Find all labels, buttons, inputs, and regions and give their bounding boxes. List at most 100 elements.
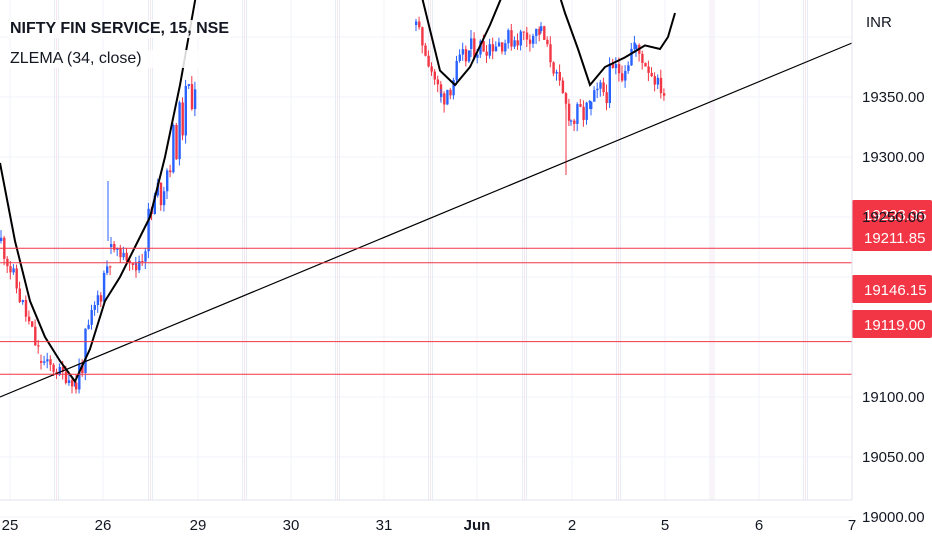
candle-up bbox=[116, 248, 119, 250]
candle-down bbox=[75, 382, 78, 390]
candle-up bbox=[106, 266, 109, 273]
time-tick-label: 30 bbox=[283, 517, 300, 534]
candle-up bbox=[614, 64, 618, 69]
price-axis[interactable]: INR 19350.00 19300.00 19250.00 19100.00 19050… bbox=[851, 0, 925, 526]
candle-up bbox=[440, 93, 443, 97]
indicator-label[interactable]: ZLEMA (34, close) bbox=[8, 50, 232, 68]
candle-down bbox=[473, 38, 476, 58]
level-price-badge[interactable] bbox=[852, 200, 932, 228]
level-price-label: 19119.00 bbox=[864, 317, 925, 334]
trendline[interactable] bbox=[0, 42, 853, 398]
price-tick-label: 19300.00 bbox=[862, 149, 925, 166]
time-tick-label: 7 bbox=[848, 517, 856, 534]
candle-down bbox=[169, 170, 172, 173]
candle-down bbox=[552, 62, 555, 74]
candles bbox=[0, 16, 666, 394]
candle-down bbox=[573, 120, 576, 124]
candle-down bbox=[510, 30, 513, 47]
candle-down bbox=[109, 266, 112, 268]
level-price-badge[interactable] bbox=[852, 223, 932, 251]
candle-up bbox=[172, 124, 175, 173]
time-tick-label: 5 bbox=[661, 517, 669, 534]
candle-down bbox=[602, 82, 605, 93]
candle-up bbox=[87, 324, 90, 329]
candle-up bbox=[96, 295, 100, 306]
level-price-badge[interactable] bbox=[852, 310, 932, 338]
level-price-label: 19146.15 bbox=[864, 282, 927, 299]
candle-down bbox=[564, 93, 568, 104]
candle-up bbox=[590, 101, 593, 109]
candle-up bbox=[461, 49, 465, 55]
candle-up bbox=[585, 102, 588, 120]
level-price-label: 19211.85 bbox=[864, 230, 925, 247]
candle-down bbox=[653, 76, 656, 85]
candle-down bbox=[644, 62, 647, 67]
level-price-label: 19223.95 bbox=[864, 207, 927, 224]
candle-down bbox=[647, 66, 650, 73]
candle-down bbox=[64, 371, 68, 384]
candle-up bbox=[470, 38, 473, 49]
candle-down bbox=[31, 321, 34, 327]
candle-down bbox=[181, 102, 184, 136]
time-tick-label: Jun bbox=[464, 517, 491, 534]
candle-up bbox=[93, 305, 96, 310]
candle-down bbox=[528, 39, 532, 44]
candle-up bbox=[507, 30, 510, 44]
candle-up bbox=[43, 361, 46, 363]
candle-up bbox=[627, 65, 630, 71]
candle-up bbox=[504, 43, 507, 52]
candle-down bbox=[605, 92, 608, 104]
candle-up bbox=[513, 40, 516, 47]
candle-up bbox=[596, 88, 599, 91]
candle-down bbox=[464, 49, 468, 62]
candle-up bbox=[58, 366, 61, 375]
candle-up bbox=[0, 237, 3, 241]
time-axis[interactable]: 25 26 29 30 31 Jun 2 5 6 7 bbox=[0, 499, 856, 534]
candle-down bbox=[662, 93, 666, 96]
price-tick-label: 19250.00 bbox=[862, 209, 925, 226]
candle-up bbox=[184, 85, 187, 136]
zlema-line bbox=[0, 0, 676, 384]
candle-down bbox=[9, 266, 12, 273]
time-tick-label: 31 bbox=[376, 517, 393, 534]
candle-up bbox=[144, 251, 147, 262]
candle-up bbox=[535, 28, 538, 36]
candle-up bbox=[479, 41, 482, 55]
candle-down bbox=[611, 63, 615, 69]
time-tick-label: 29 bbox=[190, 517, 207, 534]
candle-up bbox=[415, 21, 418, 25]
candle-up bbox=[153, 195, 156, 214]
candle-down bbox=[491, 44, 495, 52]
candle-down bbox=[543, 26, 546, 40]
candle-down bbox=[128, 260, 131, 264]
candle-up bbox=[90, 309, 93, 325]
price-tick-label: 19000.00 bbox=[862, 509, 925, 526]
time-tick-label: 6 bbox=[755, 517, 763, 534]
candle-up bbox=[102, 272, 106, 302]
candle-down bbox=[561, 80, 565, 94]
candle-up bbox=[12, 268, 15, 273]
symbol-title[interactable]: NIFTY FIN SERVICE, 15, NSE bbox=[8, 20, 232, 38]
candle-down bbox=[40, 361, 43, 363]
level-lines[interactable]: 19223.95 19211.85 19146.15 19119.00 bbox=[0, 200, 932, 375]
time-tick-label: 26 bbox=[95, 517, 112, 534]
candle-down bbox=[579, 104, 582, 107]
candle-down bbox=[567, 103, 571, 121]
level-price-badge[interactable] bbox=[852, 275, 932, 303]
candle-up bbox=[476, 54, 479, 58]
candle-up bbox=[519, 31, 522, 46]
candle-down bbox=[549, 44, 552, 63]
candle-up bbox=[540, 26, 543, 31]
candle-up bbox=[656, 77, 660, 85]
candle-up bbox=[78, 364, 81, 390]
candle-up bbox=[630, 48, 633, 66]
candle-down bbox=[430, 66, 433, 72]
candle-down bbox=[516, 40, 519, 46]
candle-down bbox=[49, 359, 52, 365]
candle-up bbox=[467, 50, 471, 62]
candle-up bbox=[162, 191, 166, 206]
price-tick-label: 19350.00 bbox=[862, 89, 925, 106]
currency-label[interactable]: INR bbox=[866, 14, 892, 31]
candle-down bbox=[650, 72, 653, 77]
